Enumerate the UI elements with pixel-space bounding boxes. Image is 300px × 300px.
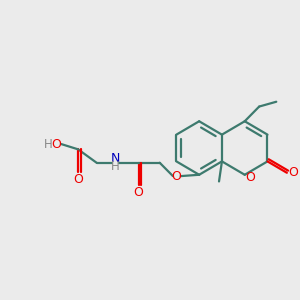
- Text: O: O: [289, 166, 298, 179]
- Text: O: O: [51, 137, 61, 151]
- Text: O: O: [171, 169, 181, 183]
- Text: O: O: [134, 186, 144, 199]
- Text: N: N: [110, 152, 120, 165]
- Text: H: H: [111, 160, 119, 173]
- Text: O: O: [73, 172, 83, 185]
- Text: O: O: [246, 171, 256, 184]
- Text: H: H: [44, 137, 53, 151]
